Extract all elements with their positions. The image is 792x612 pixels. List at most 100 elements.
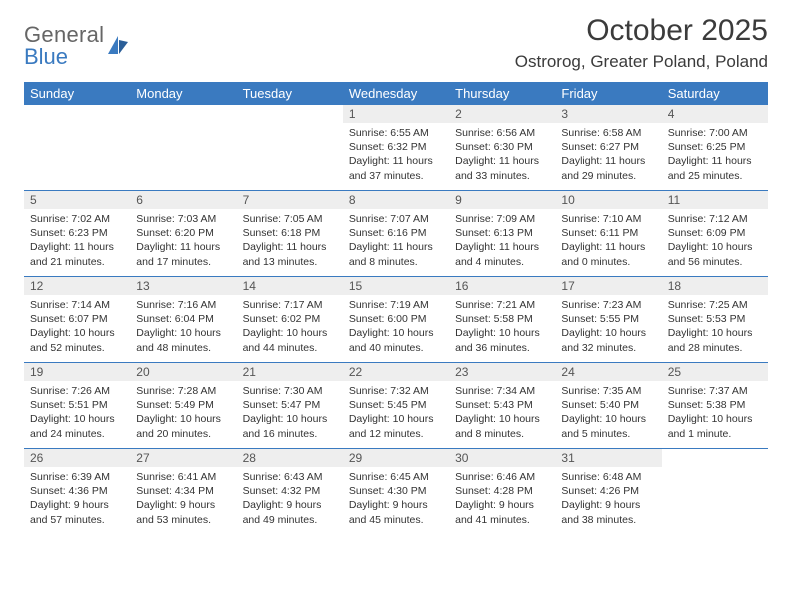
day-detail-line: Sunrise: 7:37 AM: [668, 384, 762, 398]
day-detail-line: Sunrise: 7:07 AM: [349, 212, 443, 226]
day-detail-line: Daylight: 11 hours and 37 minutes.: [349, 154, 443, 182]
day-number: 29: [343, 449, 449, 467]
day-number: 20: [130, 363, 236, 381]
day-body: Sunrise: 6:48 AMSunset: 4:26 PMDaylight:…: [555, 467, 661, 534]
day-detail-line: Sunrise: 6:55 AM: [349, 126, 443, 140]
day-detail-line: Sunrise: 7:32 AM: [349, 384, 443, 398]
day-detail-line: Sunrise: 7:16 AM: [136, 298, 230, 312]
day-body: Sunrise: 6:58 AMSunset: 6:27 PMDaylight:…: [555, 123, 661, 190]
calendar-day-cell: [237, 105, 343, 191]
day-detail-line: Sunset: 6:07 PM: [30, 312, 124, 326]
day-detail-line: Sunrise: 6:56 AM: [455, 126, 549, 140]
day-detail-line: Daylight: 9 hours and 49 minutes.: [243, 498, 337, 526]
day-body: Sunrise: 6:39 AMSunset: 4:36 PMDaylight:…: [24, 467, 130, 534]
day-number: [130, 105, 236, 123]
day-detail-line: Sunrise: 7:10 AM: [561, 212, 655, 226]
day-detail-line: Sunset: 5:55 PM: [561, 312, 655, 326]
day-number: 15: [343, 277, 449, 295]
day-detail-line: Sunset: 6:11 PM: [561, 226, 655, 240]
day-detail-line: Sunrise: 6:46 AM: [455, 470, 549, 484]
calendar-day-cell: 20Sunrise: 7:28 AMSunset: 5:49 PMDayligh…: [130, 363, 236, 449]
day-detail-line: Daylight: 11 hours and 17 minutes.: [136, 240, 230, 268]
day-header: Thursday: [449, 82, 555, 105]
calendar-day-cell: 15Sunrise: 7:19 AMSunset: 6:00 PMDayligh…: [343, 277, 449, 363]
title-block: October 2025 Ostrorog, Greater Poland, P…: [515, 14, 768, 72]
day-detail-line: Daylight: 11 hours and 29 minutes.: [561, 154, 655, 182]
calendar-day-cell: 17Sunrise: 7:23 AMSunset: 5:55 PMDayligh…: [555, 277, 661, 363]
day-body: Sunrise: 7:05 AMSunset: 6:18 PMDaylight:…: [237, 209, 343, 276]
day-detail-line: Sunrise: 7:02 AM: [30, 212, 124, 226]
day-body: Sunrise: 7:26 AMSunset: 5:51 PMDaylight:…: [24, 381, 130, 448]
day-number: [24, 105, 130, 123]
day-header-row: Sunday Monday Tuesday Wednesday Thursday…: [24, 82, 768, 105]
day-body: Sunrise: 7:35 AMSunset: 5:40 PMDaylight:…: [555, 381, 661, 448]
day-detail-line: Sunrise: 7:17 AM: [243, 298, 337, 312]
day-detail-line: Sunset: 4:34 PM: [136, 484, 230, 498]
day-detail-line: Sunrise: 7:34 AM: [455, 384, 549, 398]
day-detail-line: Sunset: 5:38 PM: [668, 398, 762, 412]
calendar-day-cell: [662, 449, 768, 535]
day-detail-line: Sunrise: 7:03 AM: [136, 212, 230, 226]
day-detail-line: Daylight: 9 hours and 53 minutes.: [136, 498, 230, 526]
day-detail-line: Daylight: 10 hours and 56 minutes.: [668, 240, 762, 268]
day-detail-line: Daylight: 11 hours and 8 minutes.: [349, 240, 443, 268]
calendar-day-cell: 5Sunrise: 7:02 AMSunset: 6:23 PMDaylight…: [24, 191, 130, 277]
day-number: 31: [555, 449, 661, 467]
day-body: Sunrise: 7:14 AMSunset: 6:07 PMDaylight:…: [24, 295, 130, 362]
day-header: Sunday: [24, 82, 130, 105]
calendar-day-cell: 8 Sunrise: 7:07 AMSunset: 6:16 PMDaylight…: [343, 191, 449, 277]
day-detail-line: Daylight: 10 hours and 8 minutes.: [455, 412, 549, 440]
day-detail-line: Daylight: 10 hours and 24 minutes.: [30, 412, 124, 440]
calendar-day-cell: 12Sunrise: 7:14 AMSunset: 6:07 PMDayligh…: [24, 277, 130, 363]
day-detail-line: Sunset: 5:58 PM: [455, 312, 549, 326]
calendar-day-cell: 4Sunrise: 7:00 AMSunset: 6:25 PMDaylight…: [662, 105, 768, 191]
day-detail-line: Daylight: 11 hours and 4 minutes.: [455, 240, 549, 268]
day-number: 28: [237, 449, 343, 467]
day-detail-line: Sunset: 6:20 PM: [136, 226, 230, 240]
day-detail-line: Sunset: 6:04 PM: [136, 312, 230, 326]
calendar-day-cell: 28Sunrise: 6:43 AMSunset: 4:32 PMDayligh…: [237, 449, 343, 535]
calendar-table: Sunday Monday Tuesday Wednesday Thursday…: [24, 82, 768, 534]
day-detail-line: Sunset: 6:13 PM: [455, 226, 549, 240]
calendar-day-cell: 3Sunrise: 6:58 AMSunset: 6:27 PMDaylight…: [555, 105, 661, 191]
calendar-day-cell: 7Sunrise: 7:05 AMSunset: 6:18 PMDaylight…: [237, 191, 343, 277]
day-body: [662, 467, 768, 534]
calendar-week-row: 12Sunrise: 7:14 AMSunset: 6:07 PMDayligh…: [24, 277, 768, 363]
day-body: Sunrise: 6:45 AMSunset: 4:30 PMDaylight:…: [343, 467, 449, 534]
day-number: 30: [449, 449, 555, 467]
day-detail-line: Daylight: 10 hours and 52 minutes.: [30, 326, 124, 354]
day-detail-line: Sunset: 5:51 PM: [30, 398, 124, 412]
day-header: Tuesday: [237, 82, 343, 105]
day-header: Monday: [130, 82, 236, 105]
day-body: Sunrise: 7:00 AMSunset: 6:25 PMDaylight:…: [662, 123, 768, 190]
day-detail-line: Daylight: 9 hours and 57 minutes.: [30, 498, 124, 526]
calendar-day-cell: 18Sunrise: 7:25 AMSunset: 5:53 PMDayligh…: [662, 277, 768, 363]
calendar-day-cell: 29Sunrise: 6:45 AMSunset: 4:30 PMDayligh…: [343, 449, 449, 535]
day-detail-line: Sunrise: 7:09 AM: [455, 212, 549, 226]
day-number: 7: [237, 191, 343, 209]
day-body: Sunrise: 7:25 AMSunset: 5:53 PMDaylight:…: [662, 295, 768, 362]
day-detail-line: Sunset: 6:32 PM: [349, 140, 443, 154]
day-number: 8: [343, 191, 449, 209]
day-detail-line: Sunrise: 7:19 AM: [349, 298, 443, 312]
day-number: 10: [555, 191, 661, 209]
calendar-day-cell: 6Sunrise: 7:03 AMSunset: 6:20 PMDaylight…: [130, 191, 236, 277]
brand-name-2: Blue: [24, 44, 104, 70]
day-number: 11: [662, 191, 768, 209]
day-detail-line: Sunset: 6:16 PM: [349, 226, 443, 240]
calendar-day-cell: 22Sunrise: 7:32 AMSunset: 5:45 PMDayligh…: [343, 363, 449, 449]
day-detail-line: Sunrise: 6:45 AM: [349, 470, 443, 484]
day-number: 4: [662, 105, 768, 123]
day-number: 12: [24, 277, 130, 295]
day-number: 9: [449, 191, 555, 209]
day-detail-line: Daylight: 10 hours and 12 minutes.: [349, 412, 443, 440]
day-detail-line: Daylight: 10 hours and 40 minutes.: [349, 326, 443, 354]
day-header: Wednesday: [343, 82, 449, 105]
day-body: Sunrise: 7:10 AMSunset: 6:11 PMDaylight:…: [555, 209, 661, 276]
header: General Blue October 2025 Ostrorog, Grea…: [24, 14, 768, 72]
day-number: 24: [555, 363, 661, 381]
day-detail-line: Sunrise: 7:23 AM: [561, 298, 655, 312]
day-body: Sunrise: 7:30 AMSunset: 5:47 PMDaylight:…: [237, 381, 343, 448]
day-detail-line: Daylight: 9 hours and 41 minutes.: [455, 498, 549, 526]
day-detail-line: Sunrise: 7:25 AM: [668, 298, 762, 312]
